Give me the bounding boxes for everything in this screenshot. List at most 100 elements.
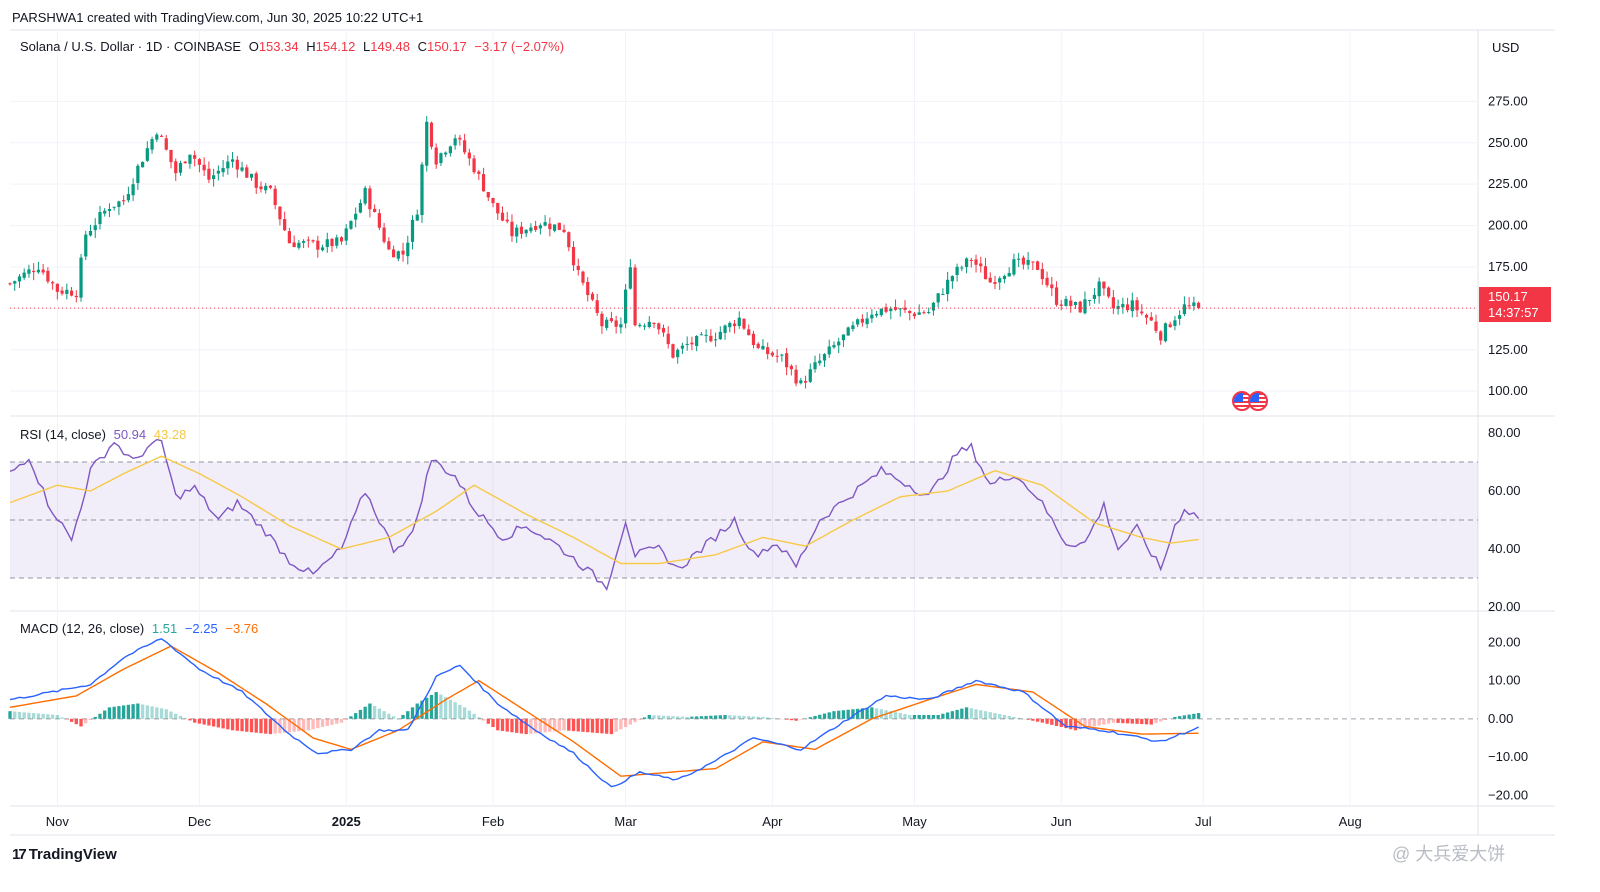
candle-body [46,270,50,282]
macd-histogram-bar [510,718,514,733]
tradingview-logo[interactable]: 17 TradingView [12,846,117,863]
candle-body [122,200,126,202]
macd-histogram-bar [846,709,850,719]
macd-histogram-bar [410,707,415,719]
candle-body [917,312,921,315]
candle-body [1078,301,1082,313]
candle-body [889,308,893,312]
candle-body [453,138,457,146]
macd-histogram-bar [1069,718,1073,730]
candle-body [207,168,211,180]
macd-axis-label: −20.00 [1488,787,1528,802]
candle-body [36,269,41,273]
macd-histogram-bar [330,718,334,725]
candle-body [17,276,22,282]
macd-histogram-bar [1163,718,1168,720]
candle-body [368,188,372,210]
candle-body [534,225,538,230]
macd-histogram-bar [382,711,386,719]
symbol-label[interactable]: Solana / U.S. Dollar · 1D · COINBASE [20,39,242,54]
candle-body [387,241,391,250]
macd-histogram-bar [742,715,746,719]
rsi-label[interactable]: RSI (14, close) [20,427,106,442]
candle-body [737,317,741,326]
candle-body [496,202,500,214]
macd-histogram-bar [79,718,83,727]
candle-body [32,270,36,273]
macd-histogram-bar [301,718,306,731]
macd-histogram-bar [1154,718,1158,724]
candle-body [927,311,931,313]
candle-body [178,162,183,173]
macd-histogram-bar [571,718,576,732]
candle-body [330,238,334,247]
macd-histogram-bar [8,711,12,719]
candle-body [974,259,978,265]
macd-histogram-bar [818,714,822,719]
time-axis-label: Apr [762,814,783,829]
candle-body [1149,316,1153,321]
candle-body [235,159,239,170]
candle-body [1144,314,1149,318]
macd-histogram-bar [1073,718,1078,731]
price-legend: Solana / U.S. Dollar · 1D · COINBASE O15… [20,39,564,54]
change-value: −3.17 (−2.07%) [474,39,565,54]
candle-body [955,266,959,275]
candle-body [51,282,55,284]
macd-histogram-bar [254,718,258,733]
rsi-ma-value: 43.28 [153,427,187,442]
macd-histogram-bar [55,715,60,719]
candle-body [676,349,680,358]
macd-histogram-bar [448,699,453,719]
macd-histogram-bar [467,710,471,719]
candle-body [1069,300,1073,307]
candle-body [1083,299,1087,314]
macd-histogram-bar [680,716,685,719]
candle-body [472,158,476,173]
macd-histogram-bar [685,716,689,719]
macd-histogram-bar [486,718,490,724]
macd-legend: MACD (12, 26, close) 1.51 −2.25 −3.76 [20,621,258,636]
candle-body [79,257,83,298]
macd-histogram-bar [439,694,443,719]
low-label: L [363,39,371,54]
candle-body [467,152,471,159]
candle-body [439,153,443,164]
macd-histogram-bar [401,715,405,719]
macd-label[interactable]: MACD (12, 26, close) [20,621,145,636]
macd-histogram-bar [1054,718,1059,726]
macd-histogram-bar [813,715,817,719]
candle-body [581,271,585,283]
candle-body [406,242,410,257]
currency-selector[interactable]: USD [1492,40,1520,55]
macd-histogram-bar [368,703,372,719]
candle-body [320,247,325,251]
candle-body [278,206,282,220]
macd-histogram-bar [164,709,168,719]
macd-histogram-bar [770,718,775,719]
macd-histogram-bar [1012,716,1016,719]
macd-histogram-bar [1106,718,1111,724]
candle-body [661,327,666,333]
candle-body [841,334,846,341]
macd-histogram-bar [283,718,287,733]
candle-body [1002,275,1007,280]
macd-histogram-bar [998,714,1002,719]
candle-body [936,293,940,303]
macd-histogram-bar [1173,716,1177,719]
us-flag-icon-2[interactable] [1248,391,1268,411]
macd-histogram-bar [1007,715,1011,719]
macd-histogram-bar [694,716,699,719]
candle-body [695,335,699,346]
macd-histogram-bar [311,718,315,730]
candle-body [69,290,74,296]
candle-body [1140,311,1144,314]
macd-histogram-bar [429,694,434,719]
candle-body [391,249,396,258]
candle-body [685,343,689,345]
candle-body [126,194,130,201]
macd-histogram-bar [633,718,637,723]
time-axis-label: Aug [1339,814,1362,829]
macd-histogram-bar [941,713,945,719]
